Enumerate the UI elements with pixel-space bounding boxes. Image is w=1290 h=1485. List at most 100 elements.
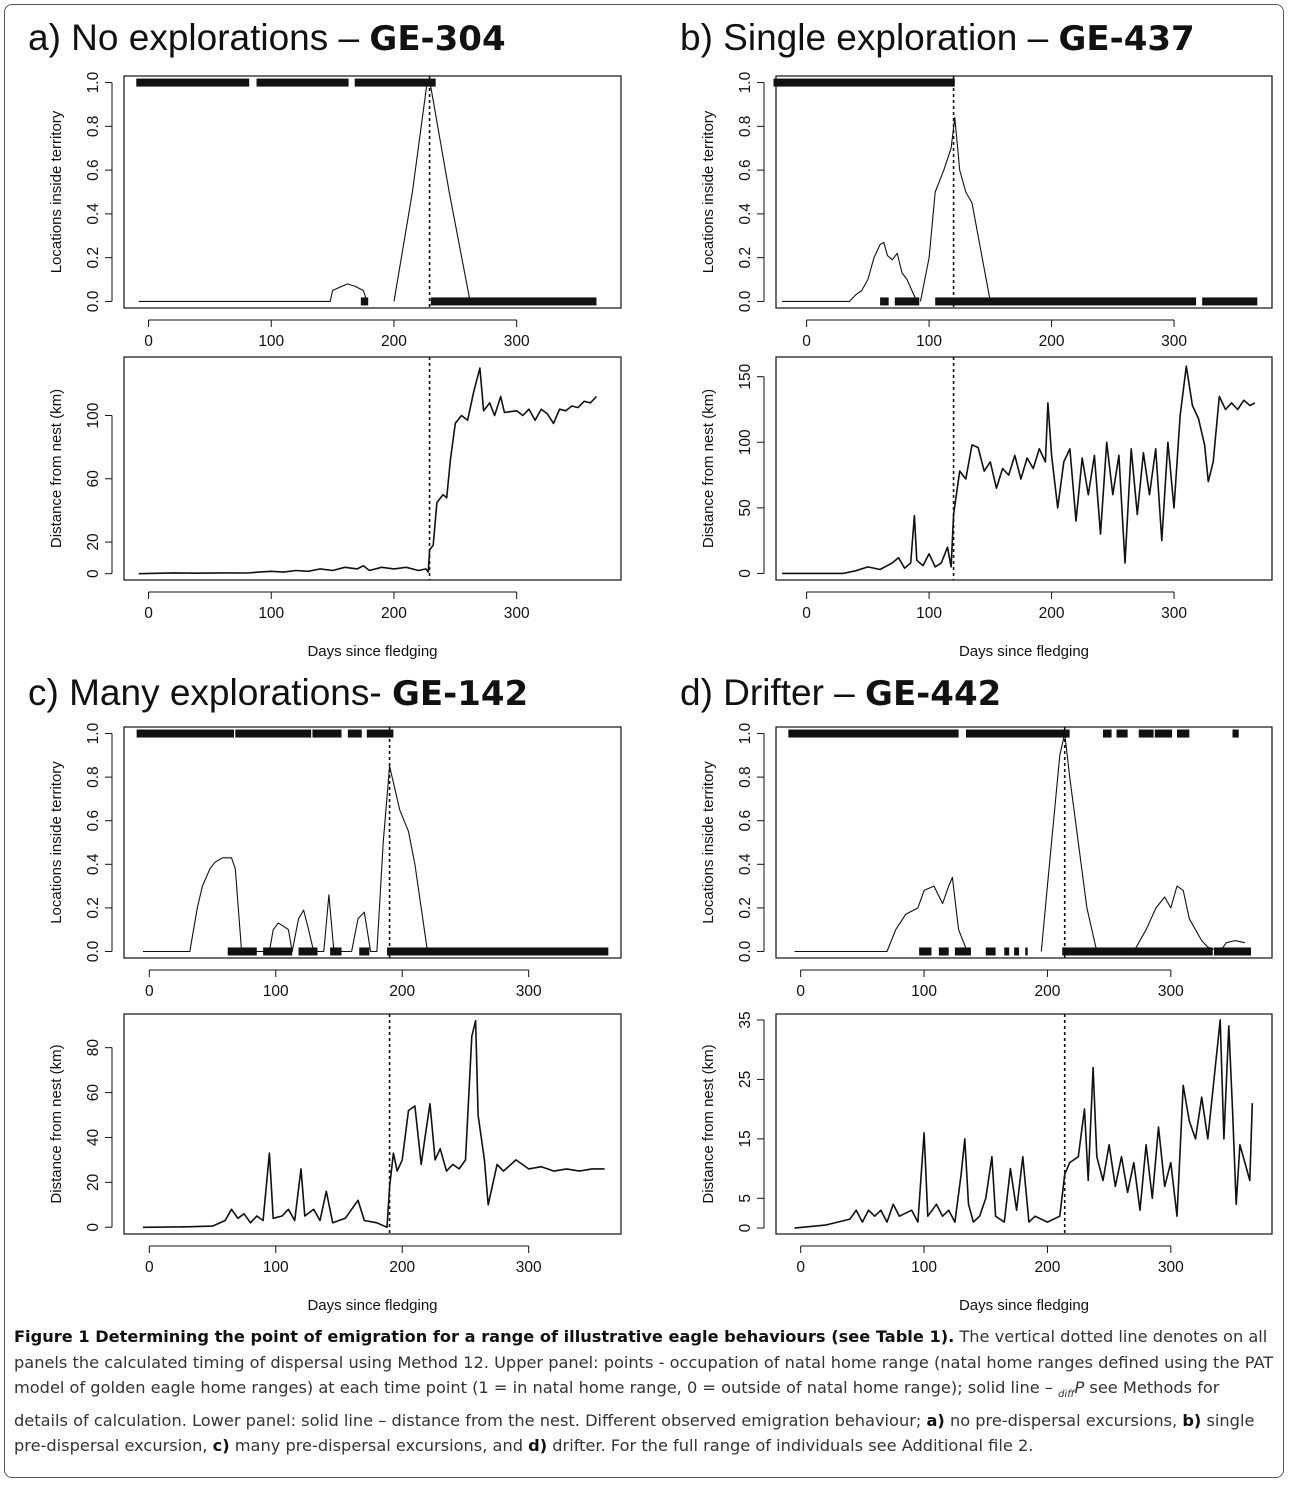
series-line [143, 765, 429, 953]
series-line [138, 367, 598, 575]
series-line [782, 365, 1256, 575]
series-line [782, 241, 918, 302]
y-tick-label: 15 [737, 1130, 754, 1147]
y-tick-label: 60 [85, 470, 102, 488]
y-axis-label: Distance from nest (km) [48, 1044, 65, 1203]
y-tick-label: 0.6 [737, 159, 754, 181]
chart-b-territory: 0 100 200 300 0.0 0.2 0.4 0.6 0.8 1.0 Locations in… [700, 71, 1273, 350]
y-tick-label: 0.8 [737, 766, 754, 788]
in-range-bar [1176, 729, 1190, 738]
x-axis-label: Days since fledging [307, 643, 437, 660]
out-range-bar [935, 297, 1197, 306]
panel-c-title: c) Many explorations- GE-142 [28, 673, 528, 715]
y-tick-label: 80 [85, 1039, 102, 1057]
x-tick-label: 100 [263, 983, 289, 1000]
y-tick-label: 50 [737, 499, 754, 517]
panel-a-title: a) No explorations – GE-304 [28, 17, 506, 60]
caption-text-1: The vertical dotted line denotes on all … [14, 1327, 1274, 1397]
x-tick-label: 300 [1161, 333, 1187, 350]
y-axis-label: Locations inside territory [48, 761, 65, 924]
x-tick-label: 0 [796, 983, 805, 1000]
series-line [1040, 732, 1098, 952]
chart-d-territory: 0 100 200 300 0.0 0.2 0.4 0.6 0.8 1.0 Locations in… [700, 722, 1273, 1000]
figure-frame [4, 4, 1284, 1478]
panel-d-id: GE-442 [865, 674, 1002, 714]
out-range-bar [227, 947, 257, 956]
in-range-bar [966, 729, 1070, 738]
out-range-bar [1025, 947, 1028, 956]
y-tick-label: 0 [85, 1223, 102, 1232]
y-tick-label: 25 [737, 1071, 754, 1088]
y-tick-label: 150 [737, 363, 754, 389]
chart-a-distance: 0 100 200 300 0 20 60 100 Distance from nest (km… [48, 356, 622, 660]
y-tick-label: 0 [737, 1223, 754, 1232]
plot-box [123, 1013, 622, 1235]
panel-b-title: b) Single exploration – GE-437 [680, 18, 1195, 60]
plot-box [775, 356, 1273, 581]
y-tick-label: 1.0 [85, 722, 102, 744]
caption-p: P [1074, 1378, 1085, 1397]
series-line [794, 1019, 1254, 1229]
x-axis-label: Days since fledging [307, 1297, 437, 1314]
x-tick-label: 100 [258, 333, 284, 350]
x-tick-label: 300 [504, 333, 530, 350]
x-tick-label: 0 [144, 333, 153, 350]
y-axis-label: Distance from nest (km) [48, 389, 65, 548]
x-axis-label: Days since fledging [959, 643, 1089, 660]
x-tick-label: 200 [1039, 333, 1065, 350]
y-axis-label: Locations inside territory [48, 110, 65, 273]
panel-d-label: d) Drifter – [680, 672, 866, 713]
in-range-bar [312, 729, 342, 738]
caption-b-text: single pre-dispersal excursion, [14, 1410, 1255, 1456]
caption-c: c) [212, 1436, 230, 1456]
plot-box [123, 75, 622, 309]
x-tick-label: 0 [145, 1259, 154, 1276]
panel-a-label: a) No explorations – [28, 17, 370, 58]
caption-b: b) [1182, 1410, 1202, 1430]
y-tick-label: 0.6 [85, 159, 102, 181]
plot-box [775, 1013, 1273, 1235]
y-axis-label: Distance from nest (km) [700, 1044, 717, 1203]
out-range-bar [430, 297, 597, 306]
y-tick-label: 20 [85, 1173, 102, 1191]
x-tick-label: 200 [381, 605, 407, 622]
y-tick-label: 0 [737, 569, 754, 578]
x-tick-label: 100 [911, 983, 937, 1000]
out-range-bar [360, 297, 369, 306]
series-line [142, 1019, 605, 1229]
x-tick-label: 200 [389, 1259, 415, 1276]
out-range-bar [985, 947, 996, 956]
in-range-bar [1116, 729, 1128, 738]
y-axis-label: Locations inside territory [700, 761, 717, 924]
y-tick-label: 20 [85, 533, 102, 551]
caption-a: a) [926, 1410, 945, 1430]
y-tick-label: 0 [85, 569, 102, 578]
in-range-bar [235, 729, 312, 738]
x-tick-label: 200 [1035, 1259, 1061, 1276]
y-tick-label: 0.4 [85, 853, 102, 875]
out-range-bar [880, 297, 889, 306]
x-tick-label: 200 [1039, 605, 1065, 622]
caption-c-text: many pre-dispersal excursions, and [229, 1436, 529, 1456]
series-line [393, 82, 471, 302]
out-range-bar [1004, 947, 1010, 956]
y-tick-label: 0.6 [85, 810, 102, 832]
in-range-bar [354, 78, 436, 87]
y-tick-label: 0.2 [737, 247, 754, 269]
caption-a-text: no pre-dispersal excursions, [944, 1410, 1183, 1430]
x-tick-label: 300 [504, 605, 530, 622]
y-tick-label: 5 [737, 1194, 754, 1203]
in-range-bar [366, 729, 394, 738]
out-range-bar [1014, 947, 1020, 956]
x-tick-label: 100 [911, 1259, 937, 1276]
x-tick-label: 200 [1035, 983, 1061, 1000]
y-tick-label: 0.2 [737, 897, 754, 919]
y-tick-label: 0.0 [737, 940, 754, 962]
x-tick-label: 100 [916, 605, 942, 622]
y-tick-label: 0.4 [85, 203, 102, 225]
y-tick-label: 0.0 [85, 290, 102, 312]
panel-a-id: GE-304 [369, 19, 506, 59]
in-range-bar [773, 78, 955, 87]
x-tick-label: 0 [796, 1259, 805, 1276]
